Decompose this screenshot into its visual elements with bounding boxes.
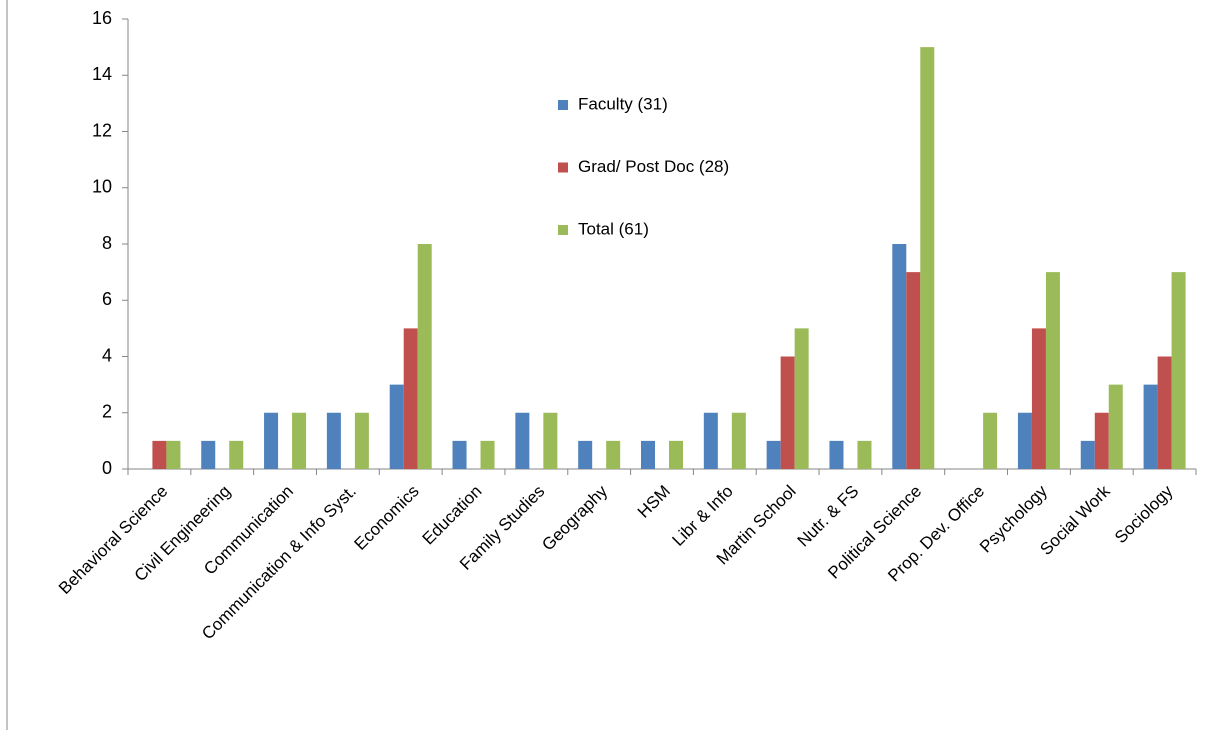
x-tick-label: HSM xyxy=(634,482,674,522)
legend-swatch xyxy=(558,225,568,235)
y-tick-label: 8 xyxy=(102,233,112,253)
legend-swatch xyxy=(558,100,568,110)
y-tick-label: 14 xyxy=(92,64,112,84)
bar xyxy=(264,412,279,469)
y-tick-label: 4 xyxy=(102,345,112,365)
legend-label: Grad/ Post Doc (28) xyxy=(578,157,729,176)
bar xyxy=(452,440,467,469)
bar xyxy=(1094,412,1109,469)
bar xyxy=(201,440,216,469)
bar xyxy=(892,244,907,469)
bar xyxy=(354,412,369,469)
bar xyxy=(292,412,307,469)
bar xyxy=(703,412,718,469)
bar xyxy=(417,244,432,469)
bar xyxy=(1017,412,1032,469)
bar xyxy=(389,384,404,469)
bar xyxy=(766,440,781,469)
y-tick-label: 12 xyxy=(92,120,112,140)
y-tick-label: 10 xyxy=(92,177,112,197)
bar xyxy=(906,272,921,469)
bar xyxy=(669,440,683,469)
bar xyxy=(920,47,935,469)
bar xyxy=(780,356,795,469)
legend-swatch xyxy=(558,162,568,173)
bar xyxy=(731,412,746,469)
bar xyxy=(1108,384,1123,469)
bar xyxy=(1080,440,1095,469)
x-tick-label: Geography xyxy=(538,481,611,554)
bar xyxy=(1171,272,1186,469)
bar xyxy=(229,440,244,469)
bar xyxy=(829,440,844,469)
bar xyxy=(515,412,530,469)
bar xyxy=(166,440,181,469)
bar xyxy=(857,440,872,469)
x-tick-label: Libr & Info xyxy=(669,482,737,550)
bar xyxy=(403,328,418,469)
bar xyxy=(1031,328,1046,469)
bar xyxy=(606,440,621,469)
bar xyxy=(1157,356,1172,469)
x-tick-label: Economics xyxy=(350,482,422,554)
legend-label: Total (61) xyxy=(578,219,649,238)
bar xyxy=(983,412,998,469)
x-tick-label: Sociology xyxy=(1111,481,1177,547)
bar xyxy=(326,412,341,469)
bar xyxy=(543,412,558,469)
x-tick-label: Education xyxy=(419,482,486,549)
y-tick-label: 6 xyxy=(102,289,112,309)
bar xyxy=(480,440,495,469)
legend-label: Faculty (31) xyxy=(578,94,668,113)
x-tick-label: Behavioral Science xyxy=(55,482,171,598)
bar xyxy=(641,440,655,469)
y-tick-label: 16 xyxy=(92,8,112,28)
bar xyxy=(152,440,167,469)
y-tick-label: 0 xyxy=(102,458,112,478)
bar xyxy=(1045,272,1060,469)
bar xyxy=(794,328,809,469)
y-tick-label: 2 xyxy=(102,402,112,422)
bar xyxy=(1143,384,1158,469)
bar xyxy=(578,440,593,469)
